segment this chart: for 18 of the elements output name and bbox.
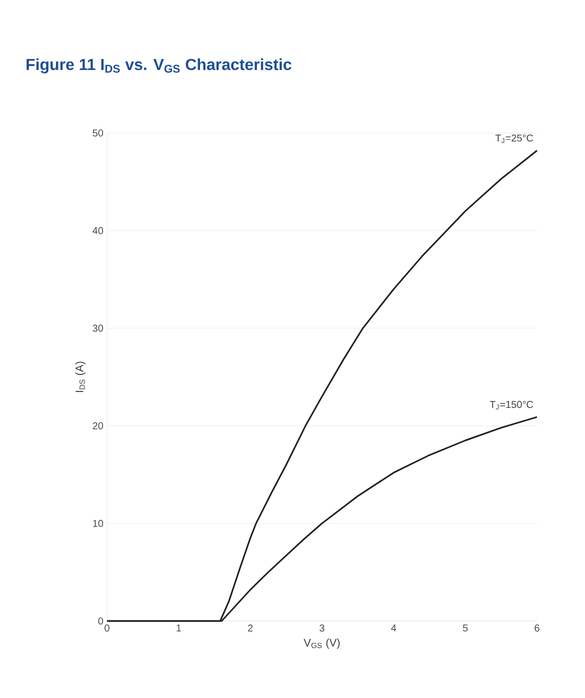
chart-title: Figure 11 I$_{DS}$ vs. V$_{GS}$ Characteristic (26, 58, 292, 74)
y-tick-label: 20 (92, 422, 104, 430)
y-tick-label: 0 (98, 617, 104, 625)
annotation: T$_{J}$=25°C (495, 134, 534, 144)
y-axis-title: I$_{DS}$ (A) (75, 362, 86, 392)
x-tick-label: 1 (176, 624, 181, 632)
y-tick-label: 40 (92, 227, 104, 234)
x-tick-label: 6 (534, 624, 540, 632)
x-tick-label: 3 (320, 624, 324, 632)
x-tick-label: 2 (248, 624, 253, 632)
x-tick-label: 5 (462, 624, 468, 632)
x-tick-label: 0 (104, 624, 110, 632)
x-axis-title: V$_{GS}$ (V) (304, 638, 340, 649)
y-tick-label: 10 (93, 520, 104, 527)
y-tick-label: 30 (92, 324, 104, 332)
y-tick-label: 50 (92, 129, 104, 137)
annotation: T$_{J}$=150°C (490, 400, 534, 410)
x-tick-label: 4 (391, 624, 396, 632)
